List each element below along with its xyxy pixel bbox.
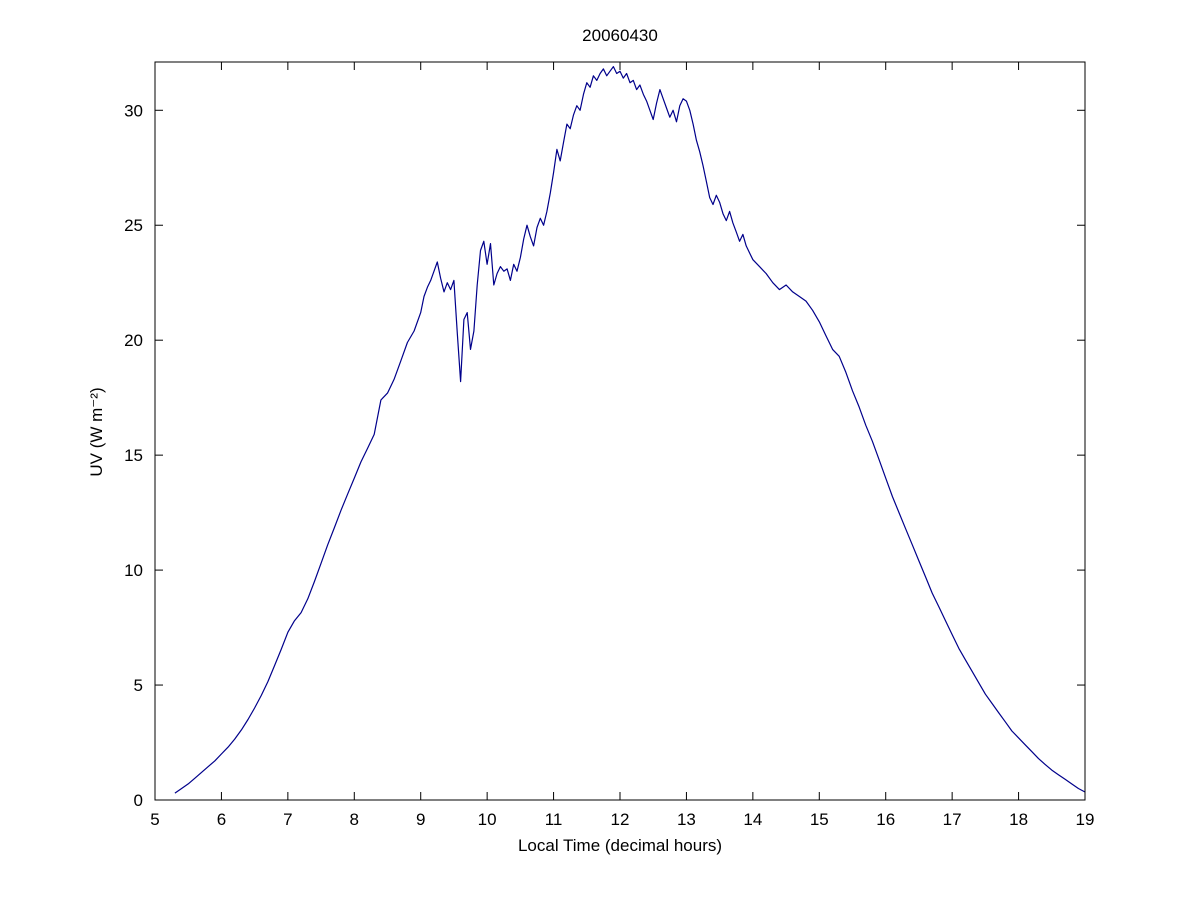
chart-title: 20060430 <box>582 26 658 45</box>
x-tick-label: 17 <box>943 810 962 829</box>
y-tick-label: 10 <box>124 561 143 580</box>
x-tick-label: 19 <box>1076 810 1095 829</box>
axes-box <box>154 61 1086 801</box>
x-tick-label: 10 <box>478 810 497 829</box>
x-tick-label: 12 <box>611 810 630 829</box>
y-tick-label: 20 <box>124 331 143 350</box>
x-tick-label: 14 <box>743 810 762 829</box>
x-tick-label: 18 <box>1009 810 1028 829</box>
x-tick-label: 6 <box>217 810 226 829</box>
x-axis-label: Local Time (decimal hours) <box>517 836 723 855</box>
y-tick-label: 15 <box>124 446 143 465</box>
x-tick-label: 11 <box>545 810 563 829</box>
x-tick-label: 15 <box>810 810 829 829</box>
y-tick-label: 30 <box>124 101 143 120</box>
x-tick-label: 8 <box>350 810 359 829</box>
y-tick-label: 0 <box>134 791 143 810</box>
x-tick-label: 9 <box>416 810 425 829</box>
x-tick-label: 7 <box>283 810 292 829</box>
x-tick-label: 5 <box>150 810 159 829</box>
y-tick-label: 25 <box>124 216 143 235</box>
x-tick-label: 13 <box>677 810 696 829</box>
x-tick-label: 16 <box>876 810 895 829</box>
uv-line <box>174 66 1086 794</box>
y-tick-label: 5 <box>134 676 143 695</box>
